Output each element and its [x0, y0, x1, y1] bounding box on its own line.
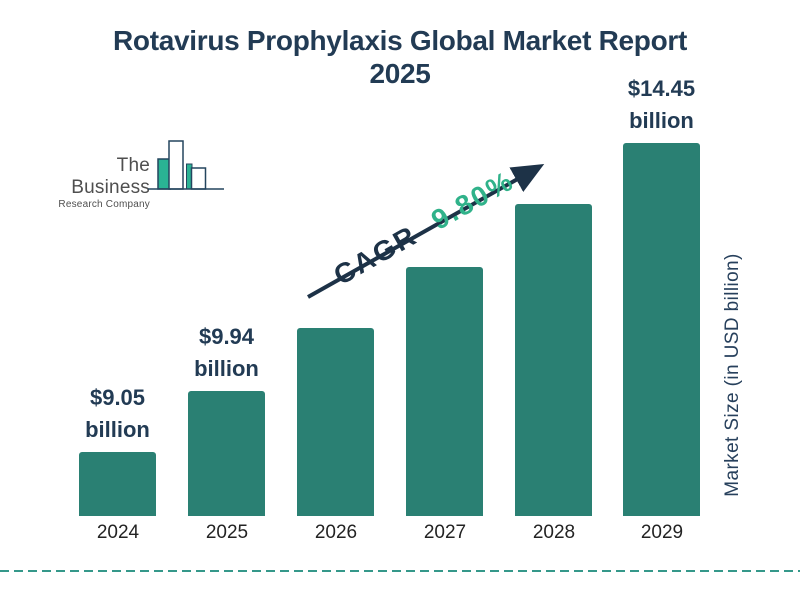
logo-name: The Business [71, 155, 150, 198]
company-logo: The Business Research Company [36, 133, 246, 210]
bar-chart-logo-icon [148, 140, 224, 190]
bar-2027 [406, 267, 483, 516]
bar-value-label-2025: $9.94 billion [152, 321, 302, 385]
chart-title-line-1: Rotavirus Prophylaxis Global Market Repo… [113, 25, 687, 56]
bar-value-amount: $9.05 [89, 385, 146, 410]
year-label-2028: 2028 [532, 522, 576, 543]
bar-value-label-2029: $14.45 billion [587, 73, 737, 137]
chart-title: Rotavirus Prophylaxis Global Market Repo… [0, 24, 800, 90]
bar-2026 [297, 328, 374, 516]
bar-2025 [188, 391, 265, 516]
bar-2024 [79, 452, 156, 516]
year-label-2026: 2026 [314, 522, 358, 543]
bar-value-unit: billion [85, 417, 150, 442]
bar-2028 [515, 204, 592, 516]
bar-value-unit: billion [629, 108, 694, 133]
bar-2029 [623, 143, 700, 516]
logo-subname: Research Company [58, 199, 150, 210]
logo-text: The Business Research Company [36, 155, 150, 211]
bar-value-amount: $9.94 [198, 324, 255, 349]
year-label-2025: 2025 [205, 522, 249, 543]
y-axis-label: Market Size (in USD billion) [722, 253, 743, 497]
bar-value-amount: $14.45 [627, 76, 696, 101]
bottom-dashed-divider [0, 570, 800, 572]
chart-title-line-2: 2025 [369, 58, 431, 89]
year-label-2024: 2024 [96, 522, 140, 543]
year-label-2027: 2027 [423, 522, 467, 543]
year-label-2029: 2029 [640, 522, 684, 543]
bar-value-label-2024: $9.05 billion [43, 382, 193, 446]
bar-value-unit: billion [194, 356, 259, 381]
